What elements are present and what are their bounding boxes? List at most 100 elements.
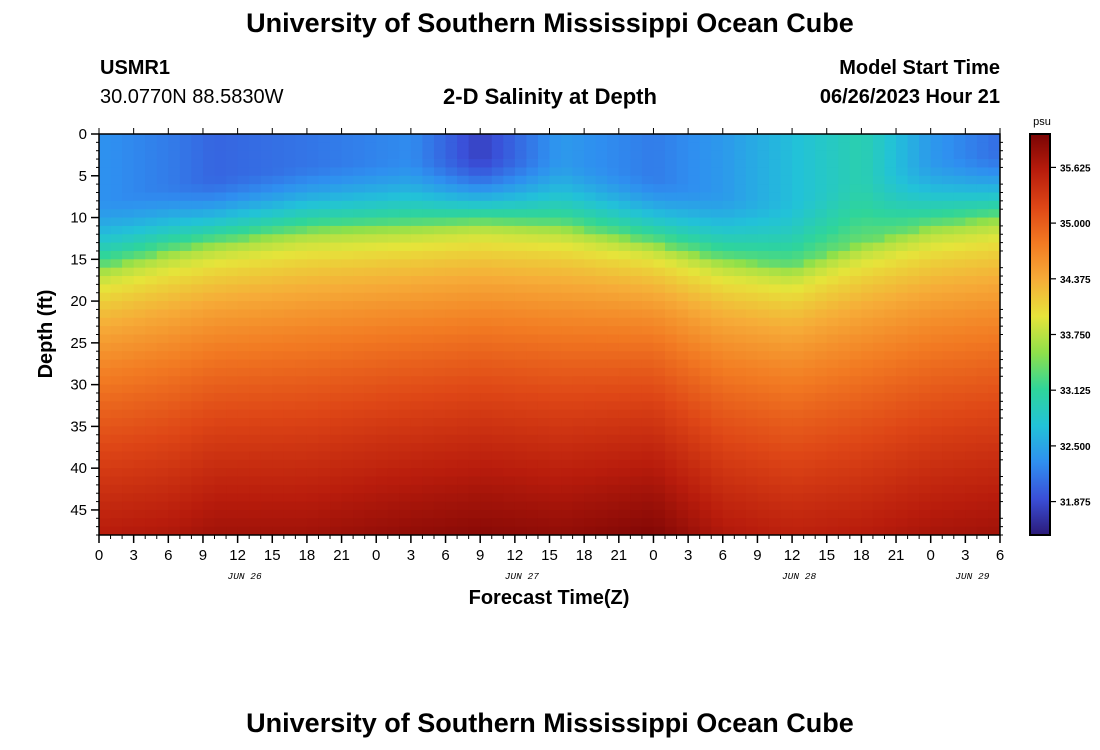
heatmap-cell — [410, 484, 424, 494]
heatmap-cell — [976, 209, 990, 219]
heatmap-cell — [156, 200, 169, 210]
heatmap-cell — [607, 526, 620, 535]
heatmap-cell — [330, 493, 343, 503]
heatmap-cell — [815, 401, 828, 411]
heatmap-cell — [526, 192, 539, 202]
heatmap-cell — [226, 451, 239, 461]
heatmap-cell — [272, 184, 285, 194]
heatmap-cell — [526, 367, 539, 377]
colorbar-tick-label: 31.875 — [1060, 498, 1091, 509]
heatmap-cell — [849, 426, 862, 436]
heatmap-cell — [699, 493, 712, 503]
heatmap-cell — [861, 509, 874, 519]
heatmap-cell — [907, 367, 920, 377]
heatmap-cell — [722, 175, 735, 185]
heatmap-cell — [607, 334, 620, 344]
heatmap-cell — [688, 217, 701, 227]
heatmap-cell — [156, 242, 169, 252]
heatmap-cell — [514, 501, 527, 511]
heatmap-cell — [445, 259, 458, 269]
heatmap-cell — [110, 309, 123, 319]
heatmap-cell — [919, 134, 932, 143]
heatmap-cell — [838, 476, 851, 486]
heatmap-cell — [953, 451, 966, 461]
heatmap-cell — [861, 409, 874, 419]
heatmap-cell — [272, 409, 285, 419]
heatmap-cell — [711, 259, 724, 269]
heatmap-cell — [861, 434, 874, 444]
heatmap-cell — [341, 476, 354, 486]
heatmap-cell — [318, 509, 331, 519]
heatmap-cell — [965, 192, 978, 202]
heatmap-cell — [919, 225, 932, 235]
heatmap-cell — [572, 317, 585, 327]
heatmap-cell — [757, 184, 770, 194]
heatmap-cell — [341, 367, 354, 377]
heatmap-cell — [676, 284, 689, 294]
heatmap-cell — [849, 159, 862, 169]
heatmap-cell — [549, 317, 562, 327]
heatmap-cell — [410, 142, 424, 152]
heatmap-cell — [976, 501, 990, 511]
heatmap-cell — [514, 426, 527, 436]
heatmap-cell — [768, 359, 782, 369]
heatmap-cell — [722, 234, 735, 244]
heatmap-cell — [537, 142, 551, 152]
heatmap-cell — [537, 209, 551, 219]
heatmap-cell — [711, 284, 724, 294]
heatmap-cell — [815, 451, 828, 461]
heatmap-cell — [930, 242, 943, 252]
heatmap-cell — [433, 276, 447, 285]
heatmap-cell — [976, 317, 990, 327]
heatmap-cell — [353, 367, 366, 377]
heatmap-cell — [953, 276, 966, 285]
heatmap-cell — [330, 459, 343, 469]
heatmap-cells — [99, 134, 1000, 535]
heatmap-cell — [676, 175, 689, 185]
heatmap-cell — [99, 184, 112, 194]
heatmap-cell — [410, 159, 424, 169]
heatmap-cell — [838, 518, 851, 528]
heatmap-cell — [630, 134, 643, 143]
heatmap-cell — [757, 342, 770, 352]
heatmap-cell — [792, 434, 805, 444]
heatmap-cell — [861, 443, 874, 453]
heatmap-cell — [711, 309, 724, 319]
heatmap-cell — [445, 367, 458, 377]
heatmap-cell — [722, 301, 735, 311]
heatmap-cell — [122, 468, 135, 478]
heatmap-cell — [341, 134, 354, 143]
heatmap-cell — [260, 284, 273, 294]
heatmap-cell — [191, 518, 204, 528]
heatmap-cell — [919, 384, 932, 394]
heatmap-cell — [387, 384, 400, 394]
heatmap-cell — [896, 501, 909, 511]
heatmap-cell — [179, 167, 193, 177]
heatmap-cell — [630, 518, 643, 528]
heatmap-cell — [618, 459, 631, 469]
heatmap-cell — [722, 292, 735, 302]
heatmap-cell — [676, 443, 689, 453]
heatmap-cell — [191, 401, 204, 411]
heatmap-cell — [988, 217, 1000, 227]
heatmap-cell — [976, 434, 990, 444]
heatmap-cell — [711, 401, 724, 411]
heatmap-cell — [433, 518, 447, 528]
heatmap-cell — [745, 334, 759, 344]
heatmap-cell — [491, 192, 504, 202]
heatmap-cell — [318, 493, 331, 503]
heatmap-cell — [503, 476, 516, 486]
heatmap-cell — [353, 434, 366, 444]
heatmap-cell — [653, 359, 666, 369]
heatmap-cell — [353, 468, 366, 478]
heatmap-cell — [480, 376, 493, 386]
heatmap-cell — [676, 418, 689, 427]
heatmap-cell — [653, 384, 666, 394]
heatmap-cell — [919, 217, 932, 227]
heatmap-cell — [237, 409, 250, 419]
heatmap-cell — [896, 434, 909, 444]
x-tick-label: 6 — [164, 547, 172, 564]
heatmap-cell — [110, 434, 123, 444]
heatmap-cell — [768, 334, 782, 344]
heatmap-cell — [884, 326, 897, 336]
